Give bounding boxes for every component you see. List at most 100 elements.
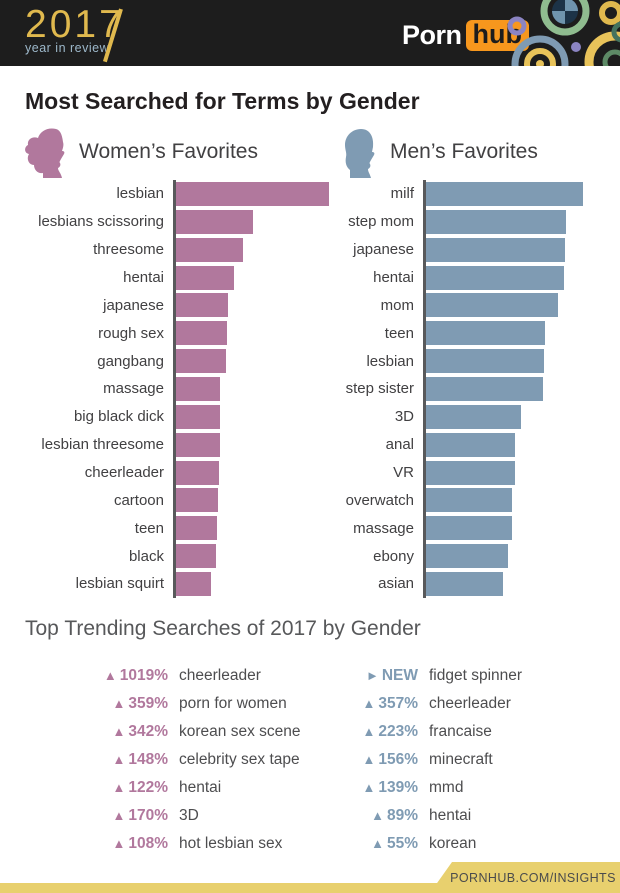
chart-bar [426,571,503,596]
chart-bar-label: lesbians scissoring [38,213,164,231]
chart-row: overwatch [330,486,620,514]
chart-row: lesbians scissoring [0,208,335,236]
footer-insights-link[interactable]: PORNHUB.COM/INSIGHTS [450,870,616,885]
trending-row: ▲ 122% hentai [25,774,315,802]
chart-bar-label: hentai [123,269,164,286]
women-favorites-chart: lesbian lesbians scissoring threesome he… [0,180,335,598]
chart-row: black [0,542,335,570]
chart-bar [176,544,216,569]
trend-percent: 122% [128,779,168,796]
chart-bar-label: lesbian squirt [75,575,164,593]
logo-year-text: 2017 [25,3,124,46]
trend-change: ▲ 359% [25,695,168,713]
trend-arrow-icon: ▲ [371,808,384,823]
legend-men: Men’s Favorites [333,126,538,178]
trend-change: ▲ 342% [25,723,168,741]
trend-percent: 359% [128,695,168,712]
chart-row: massage [0,375,335,403]
chart-bar-label: step sister [345,380,414,398]
trending-row: ▲ 1019% cheerleader [25,662,315,690]
trend-percent: 139% [378,779,418,796]
chart-bar-label: big black dick [73,408,164,426]
chart-bar-label: massage [103,380,164,398]
chart-row: milf [330,180,620,208]
chart-row: cheerleader [0,459,335,487]
trend-percent: 223% [378,723,418,740]
chart-bar-label: mom [380,296,414,314]
trend-arrow-icon: ▲ [362,780,376,795]
trend-percent: NEW [381,667,418,684]
trend-arrow-icon: ▲ [362,724,376,739]
chart-row: teen [0,514,335,542]
chart-bar [426,516,512,541]
chart-bar-label: VR [393,464,414,482]
pornhub-logo-porn: Porn [402,20,462,50]
chart-bar-label: step mom [348,213,414,231]
trend-term: minecraft [429,751,493,768]
trend-percent: 357% [378,695,418,712]
chart-bar [426,488,512,513]
chart-bar [176,181,329,206]
chart-bar [176,321,227,346]
trend-term: korean [429,835,477,852]
pornhub-logo: Porn hub [402,20,529,51]
trend-term: porn for women [179,695,287,712]
chart-bar [426,237,565,262]
trend-term: hot lesbian sex [179,835,283,852]
legend-women: Women’s Favorites [22,126,258,178]
chart-bar-label: lesbian [116,185,164,203]
chart-row: threesome [0,236,335,264]
chart-row: massage [330,514,620,542]
footer-insights-tab[interactable]: PORNHUB.COM/INSIGHTS [430,862,620,893]
men-favorites-chart: milf step mom japanese hentai mom teen l… [330,180,620,598]
chart-bar [176,349,226,374]
chart-row: hentai [330,264,620,292]
chart-row: 3D [330,403,620,431]
trending-men-list: ► NEW fidget spinner ▲ 357% cheerleader ▲ 2… [275,662,605,858]
header-bar: 2017 year in review Porn hub [0,0,620,66]
chart-bar-label: massage [353,519,414,537]
chart-bar [176,432,220,457]
trend-arrow-icon: ▲ [112,836,126,851]
trending-row: ▲ 148% celebrity sex tape [25,746,315,774]
chart-bar-label: teen [134,519,164,537]
chart-bar [426,349,544,374]
chart-bar-label: asian [378,575,414,593]
chart-bar-label: milf [390,185,414,203]
trend-term: francaise [429,723,492,740]
trend-change: ▲ 139% [275,779,418,797]
trending-row: ► NEW fidget spinner [275,662,605,690]
trend-arrow-icon: ▲ [103,668,117,683]
logo-tagline-text: year in review [25,41,110,55]
chart-bar-label: black [128,547,164,565]
trending-row: ▲ 359% porn for women [25,690,315,718]
trend-percent: 156% [378,751,418,768]
chart-bar [176,488,218,513]
chart-bar [176,209,253,234]
chart-bar [426,432,515,457]
trend-arrow-icon: ▲ [362,752,376,767]
trend-percent: 55% [386,835,418,852]
chart-bar [426,293,558,318]
trending-section-title: Top Trending Searches of 2017 by Gender [25,617,421,640]
trend-term: fidget spinner [429,667,523,684]
trend-change: ► NEW [275,667,418,685]
woman-head-icon [25,128,65,178]
chart-bar-label: anal [385,436,414,454]
chart-bar-label: rough sex [98,324,164,342]
chart-row: hentai [0,264,335,292]
chart-bar [176,516,217,541]
chart-row: lesbian [330,347,620,375]
trend-term: celebrity sex tape [179,751,300,768]
footer-gold-strip [0,883,620,893]
chart-row: japanese [330,236,620,264]
chart-bar-label: cartoon [113,491,164,509]
chart-bar [426,209,566,234]
trend-term: hentai [429,807,472,824]
chart-bar [176,571,211,596]
men-chart-axis [423,180,426,598]
legend-men-label: Men’s Favorites [390,140,538,163]
trending-row: ▲ 357% cheerleader [275,690,605,718]
trend-arrow-icon: ► [365,668,379,683]
year-in-review-logo: 2017 year in review [25,3,135,63]
